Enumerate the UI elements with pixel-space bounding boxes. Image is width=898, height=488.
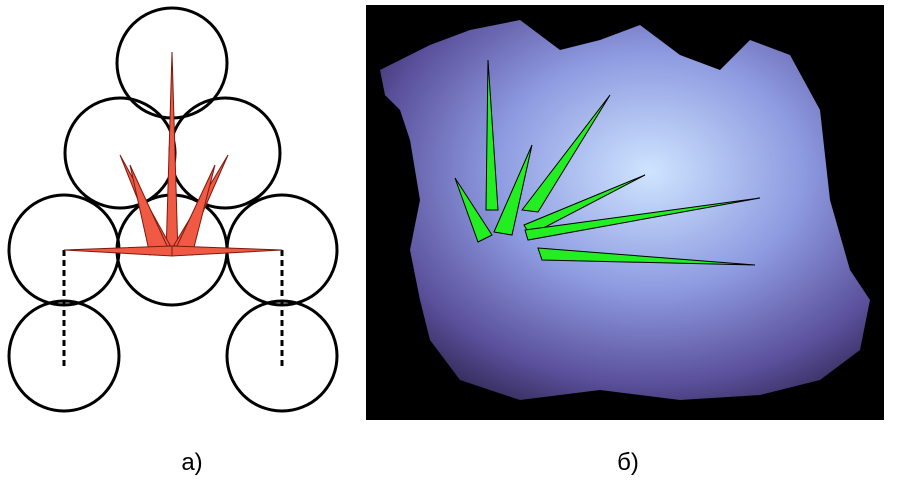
spike bbox=[537, 247, 756, 266]
crystal bbox=[380, 20, 870, 400]
spike bbox=[485, 59, 499, 211]
green-spikes bbox=[454, 59, 761, 266]
circle bbox=[63, 96, 177, 210]
panel-b bbox=[366, 5, 884, 420]
panel-label: а) bbox=[181, 449, 202, 476]
spike bbox=[454, 177, 493, 243]
spike bbox=[493, 144, 533, 236]
red-spikes bbox=[63, 51, 283, 257]
spike bbox=[524, 197, 761, 241]
spike bbox=[171, 245, 283, 257]
panel-label: б) bbox=[617, 449, 639, 476]
circle bbox=[168, 96, 282, 210]
spike bbox=[521, 94, 611, 213]
